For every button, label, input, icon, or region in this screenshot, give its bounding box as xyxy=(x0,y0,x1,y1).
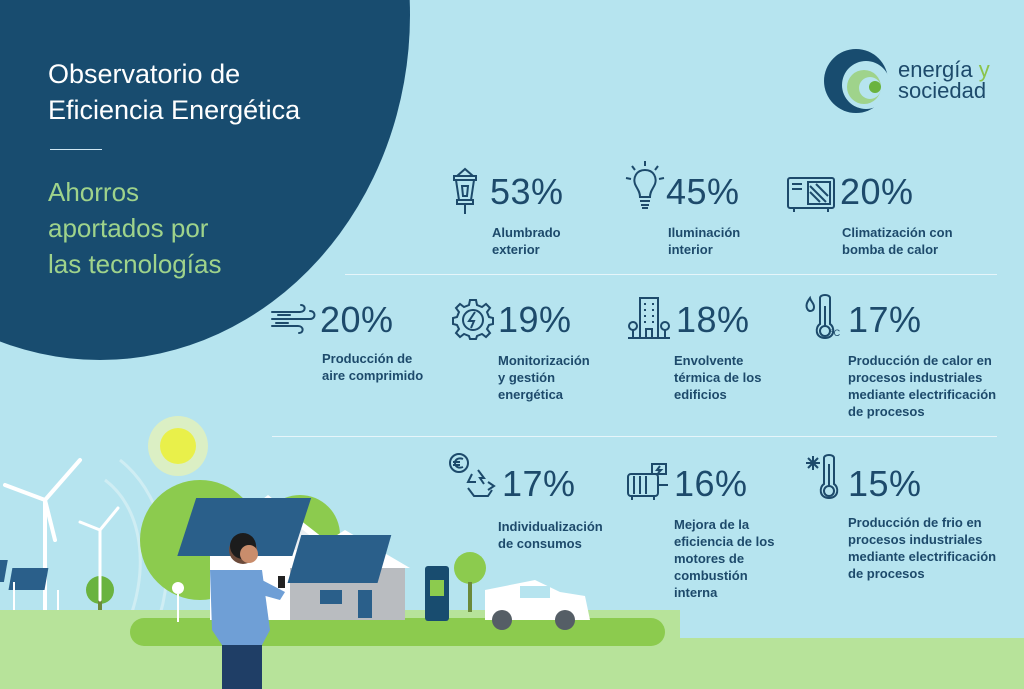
subtitle-line-3: las tecnologías xyxy=(48,249,222,279)
stat-label: Alumbrado exterior xyxy=(492,225,561,257)
stat-label: Producción de calor en procesos industri… xyxy=(848,353,997,419)
stat-industrial-cold: 15% Producción de frio en procesos indus… xyxy=(804,452,1004,592)
title-line-1: Observatorio de xyxy=(48,59,241,89)
stat-label: Envolvente térmica de los edificios xyxy=(674,353,762,402)
stat-label: Individualización de consumos xyxy=(498,519,603,551)
energia-y-sociedad-logo: energía y sociedad xyxy=(820,45,1000,115)
stat-combustion-engines: 16% Mejora de la eficiencia de los motor… xyxy=(624,456,794,606)
stat-industrial-heat: °C 17% Producción de calor en procesos i… xyxy=(804,292,1004,427)
electric-car-icon xyxy=(485,580,590,630)
row-divider-1 xyxy=(345,274,997,275)
page-subtitle: Ahorros aportados por las tecnologías xyxy=(48,174,278,282)
stat-heat-pump: 20% Climatización con bomba de calor xyxy=(786,160,1001,270)
sun-icon xyxy=(160,428,196,464)
stat-label: Monitorización y gestión energética xyxy=(498,353,590,402)
house-icon xyxy=(177,495,410,620)
stat-label: Producción de frio en procesos industria… xyxy=(848,515,997,581)
stat-label: Producción de aire comprimido xyxy=(322,351,424,383)
svg-text:°C: °C xyxy=(830,328,841,338)
stat-value: 20% xyxy=(320,299,394,340)
heat-pump-icon xyxy=(787,177,835,212)
stat-label: Mejora de la eficiencia de los motores d… xyxy=(674,517,775,600)
stat-value: 16% xyxy=(674,463,748,504)
logo-word-y: y xyxy=(978,57,990,82)
wind-turbine-icon xyxy=(3,458,82,622)
logo-symbol-icon xyxy=(824,49,890,113)
tree-icon xyxy=(454,552,486,584)
title-divider xyxy=(50,149,102,150)
person-icon xyxy=(210,533,285,689)
electric-motor-icon xyxy=(627,463,668,500)
wind-icon xyxy=(271,304,316,334)
thermometer-cold-icon xyxy=(806,454,839,500)
stat-monitoring: 19% Monitorización y gestión energética xyxy=(452,296,612,416)
gear-energy-icon xyxy=(452,299,494,340)
logo-wordmark: energía y sociedad xyxy=(898,57,990,103)
stat-label: Iluminación interior xyxy=(668,225,741,257)
stat-value: 15% xyxy=(848,463,922,504)
building-icon xyxy=(628,297,670,339)
solar-panel-icon xyxy=(0,560,59,615)
euro-recycle-icon xyxy=(449,453,496,497)
stat-value: 20% xyxy=(840,171,914,212)
logo-word-energia: energía xyxy=(898,57,973,82)
wind-turbine-icon xyxy=(78,506,120,602)
logo-word-sociedad: sociedad xyxy=(898,78,987,103)
stat-value: 45% xyxy=(666,171,740,212)
title-line-2: Eficiencia Energética xyxy=(48,95,301,125)
stat-building-envelope: 18% Envolvente térmica de los edificios xyxy=(626,296,786,416)
stat-individual-consumption: 17% Individualización de consumos xyxy=(448,452,618,562)
stat-value: 17% xyxy=(848,299,922,340)
subtitle-line-1: Ahorros xyxy=(48,177,140,207)
stat-outdoor-lighting: 53% Alumbrado exterior xyxy=(446,160,606,270)
renewable-energy-scene xyxy=(0,416,680,689)
stat-value: 18% xyxy=(676,299,750,340)
row-divider-2 xyxy=(272,436,997,437)
subtitle-line-2: aportados por xyxy=(48,213,209,243)
stat-label: Climatización con bomba de calor xyxy=(842,225,953,257)
stat-value: 53% xyxy=(490,171,564,212)
street-lamp-icon xyxy=(453,167,477,214)
thermometer-heat-icon: °C xyxy=(805,294,841,340)
stat-value: 17% xyxy=(502,463,576,504)
stat-value: 19% xyxy=(498,299,572,340)
light-bulb-icon xyxy=(625,161,665,209)
stat-compressed-air: 20% Producción de aire comprimido xyxy=(270,296,440,406)
stat-indoor-lighting: 45% Iluminación interior xyxy=(624,160,774,270)
page-title: Observatorio de Eficiencia Energética xyxy=(48,56,378,128)
